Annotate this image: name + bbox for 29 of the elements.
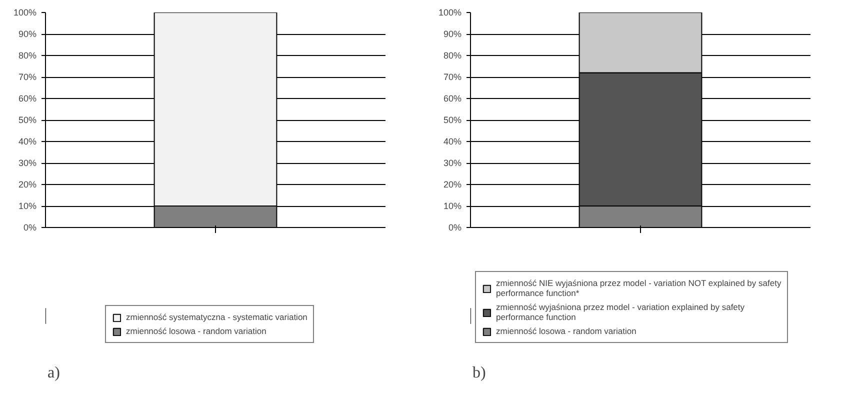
y-tick-label: 40% [443,136,462,146]
y-tick-label: 50% [443,115,462,125]
y-tick-label: 70% [18,72,36,82]
y-tick-label: 30% [443,158,462,168]
y-tick-label: 20% [443,180,462,190]
y-tick-label: 0% [23,222,37,232]
y-tick-label: 60% [18,94,36,104]
y-tick-label: 80% [18,50,36,60]
y-tick-label: 30% [18,158,36,168]
legend-label: zmienność systematyczna - systematic variation [126,312,308,322]
y-tick-label: 10% [18,201,36,211]
legend-label: zmienność NIE wyjaśniona przez model - variation NOT explained by safety performance function* [496,278,782,298]
y-tick-label: 20% [18,180,36,190]
y-tick-label: 50% [18,115,36,125]
y-tick-label: 100% [13,8,37,18]
y-tick-label: 40% [18,136,36,146]
y-tick-label: 60% [443,94,462,104]
y-tick-label: 70% [443,72,462,82]
legend-label: zmienność wyjaśniona przez model - variation explained by safety performance function [496,302,745,322]
y-tick-label: 100% [438,8,462,18]
y-tick-label: 0% [448,222,462,232]
y-tick-label: 90% [18,29,36,39]
text: b) [472,364,486,382]
legend-label: zmienność losowa - random variation [126,326,266,336]
legend-label: zmienność losowa - random variation [496,326,636,336]
y-tick-label: 10% [443,201,462,211]
y-tick-label: 80% [443,50,462,60]
y-tick-label: 90% [443,29,462,39]
text: a) [48,364,60,382]
